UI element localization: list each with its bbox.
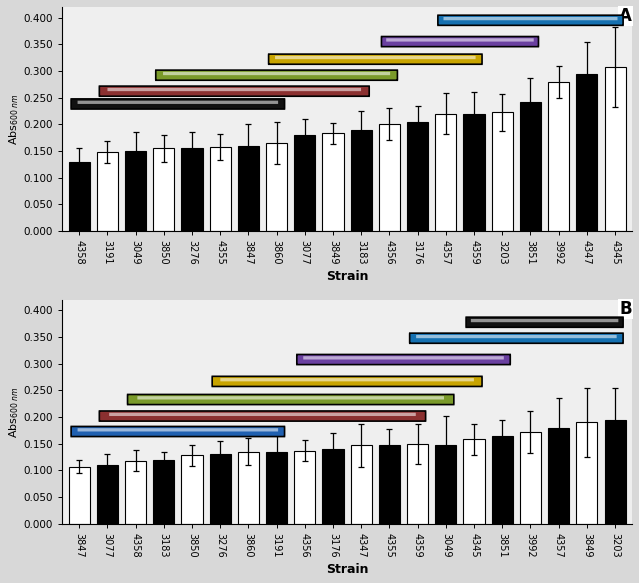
FancyBboxPatch shape	[212, 377, 482, 387]
Bar	[266, 143, 287, 231]
FancyBboxPatch shape	[109, 413, 416, 416]
FancyBboxPatch shape	[220, 378, 474, 381]
FancyBboxPatch shape	[99, 411, 426, 421]
FancyBboxPatch shape	[107, 88, 361, 91]
Bar	[294, 451, 316, 524]
Bar	[491, 436, 513, 524]
FancyBboxPatch shape	[416, 335, 617, 338]
Bar	[266, 452, 287, 524]
Bar	[210, 454, 231, 524]
FancyBboxPatch shape	[71, 426, 284, 437]
FancyBboxPatch shape	[77, 101, 278, 104]
Bar	[435, 445, 456, 524]
Bar	[576, 423, 597, 524]
Bar	[68, 161, 89, 231]
Bar	[520, 102, 541, 231]
Bar	[96, 152, 118, 231]
Y-axis label: Abs$_{600\ nm}$: Abs$_{600\ nm}$	[7, 386, 20, 438]
FancyBboxPatch shape	[438, 15, 623, 25]
Bar	[125, 151, 146, 231]
Bar	[379, 445, 400, 524]
FancyBboxPatch shape	[275, 56, 475, 59]
Bar	[435, 114, 456, 231]
FancyBboxPatch shape	[410, 333, 623, 343]
FancyBboxPatch shape	[471, 319, 619, 322]
FancyBboxPatch shape	[156, 70, 397, 80]
FancyBboxPatch shape	[99, 86, 369, 96]
FancyBboxPatch shape	[304, 356, 504, 360]
Bar	[463, 114, 484, 231]
Bar	[407, 122, 428, 231]
FancyBboxPatch shape	[466, 317, 623, 327]
Bar	[294, 135, 316, 231]
Bar	[548, 428, 569, 524]
Text: B: B	[619, 300, 632, 318]
Bar	[96, 465, 118, 524]
FancyBboxPatch shape	[71, 99, 284, 109]
Bar	[238, 146, 259, 231]
Bar	[323, 134, 344, 231]
Bar	[238, 452, 259, 524]
X-axis label: Strain: Strain	[326, 270, 368, 283]
Bar	[463, 440, 484, 524]
FancyBboxPatch shape	[381, 37, 539, 47]
Bar	[491, 113, 513, 231]
X-axis label: Strain: Strain	[326, 563, 368, 576]
FancyBboxPatch shape	[296, 354, 511, 364]
Bar	[153, 148, 174, 231]
FancyBboxPatch shape	[137, 396, 444, 399]
Bar	[576, 73, 597, 231]
Y-axis label: Abs$_{600\ nm}$: Abs$_{600\ nm}$	[7, 93, 20, 145]
Bar	[548, 82, 569, 231]
FancyBboxPatch shape	[268, 54, 482, 64]
Bar	[351, 445, 372, 524]
Text: A: A	[619, 7, 632, 25]
Bar	[604, 66, 626, 231]
Bar	[379, 124, 400, 231]
Bar	[351, 129, 372, 231]
Bar	[210, 147, 231, 231]
Bar	[125, 461, 146, 524]
FancyBboxPatch shape	[163, 72, 390, 75]
Bar	[604, 420, 626, 524]
Bar	[68, 466, 89, 524]
FancyBboxPatch shape	[443, 17, 617, 20]
Bar	[153, 460, 174, 524]
FancyBboxPatch shape	[77, 428, 278, 431]
Bar	[323, 449, 344, 524]
Bar	[407, 444, 428, 524]
Bar	[181, 455, 203, 524]
Bar	[520, 432, 541, 524]
Bar	[181, 148, 203, 231]
FancyBboxPatch shape	[386, 38, 534, 41]
FancyBboxPatch shape	[128, 395, 454, 405]
